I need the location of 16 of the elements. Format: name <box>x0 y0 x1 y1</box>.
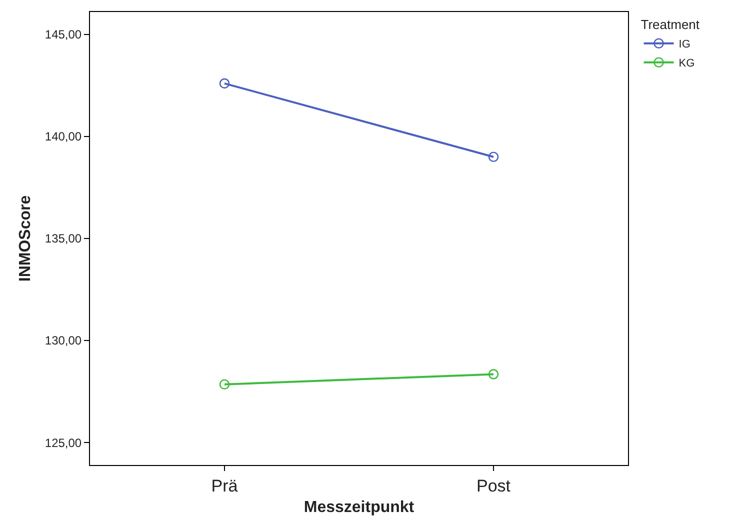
y-axis-title: INMOScore <box>16 195 34 282</box>
y-tick-label: 140,00 <box>44 130 82 144</box>
y-tick-label: 130,00 <box>44 334 82 348</box>
legend-label: IG <box>678 38 690 51</box>
x-axis-title: Messzeitpunkt <box>304 499 415 516</box>
legend-label: KG <box>678 58 695 70</box>
point <box>219 379 230 390</box>
point <box>488 152 499 162</box>
y-tick-label: 145,00 <box>44 28 82 42</box>
x-tick-label: Prä <box>211 476 238 496</box>
point <box>219 78 230 89</box>
y-tick-label: 135,00 <box>44 232 82 246</box>
legend-title: Treatment <box>640 16 700 32</box>
y-tick-label: 125,00 <box>44 436 82 450</box>
x-tick-label: Post <box>476 476 511 496</box>
point <box>488 369 499 380</box>
